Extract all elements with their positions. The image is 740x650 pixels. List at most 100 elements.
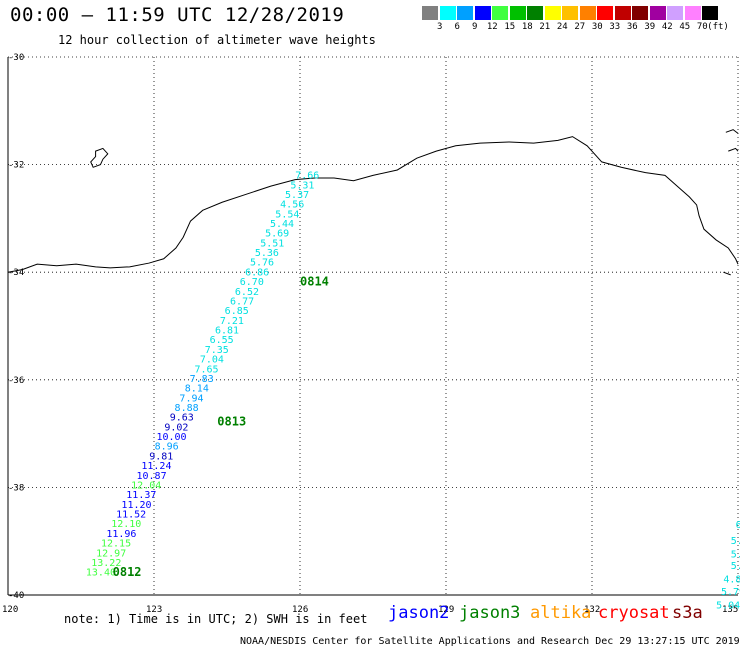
time-label: 0814 [300,275,329,289]
lat-tick-label: -38 [8,483,24,493]
legend-swatch [702,6,718,20]
legend-swatch [597,6,613,20]
lat-tick-label: -34 [8,268,24,278]
legend-unit: (ft) [707,22,729,32]
swh-value-label: 5.37 [285,190,309,201]
swh-value-label: 6.52 [235,287,259,298]
legend-tick-label: 21 [539,22,551,32]
swh-value-label: 8.14 [185,384,209,395]
swh-value-label: 6.85 [225,306,249,317]
swh-value-label: 7.21 [220,316,244,327]
lon-tick-label: 120 [2,605,18,615]
swh-value-label: 12.10 [111,519,141,530]
satellite-name-cryosat: cryosat [598,603,670,623]
swh-value-label: 12.15 [101,539,131,550]
footer-credit: NOAA/NESDIS Center for Satellite Applica… [240,636,740,647]
swh-value-label: 7.66 [295,171,319,182]
lon-tick-label: 126 [292,605,308,615]
swh-value-label: 5. [731,536,740,547]
satellite-name-jason3: jason3 [459,603,521,623]
swh-value-label: 6.55 [210,335,234,346]
legend-tick-label: 36 [626,22,638,32]
legend-tick-label: 9 [472,22,478,32]
swh-value-label: 9.02 [164,422,188,433]
lat-tick-label: -40 [8,591,24,601]
legend-swatch [649,6,666,20]
legend-swatch [439,6,456,20]
satellite-name-s3a: s3a [672,603,703,623]
island-outline [90,147,109,168]
swh-value-label: 11.96 [106,529,136,540]
satellite-name-jason2: jason2 [388,603,450,623]
swh-value-label: 6.77 [230,296,254,307]
swh-value-label: 7.35 [205,345,229,356]
legend-tick-label: 30 [591,22,603,32]
lon-tick-label: 132 [584,605,600,615]
swh-value-label: 5. [731,549,740,560]
legend-swatch [562,6,578,20]
lat-tick-label: -32 [8,161,24,171]
swh-value-label: 6.86 [245,267,269,278]
swh-value-label: 7.94 [179,393,203,404]
legend-swatch [614,6,631,20]
swh-value-label: 12.04 [131,480,161,491]
island-outline [728,147,739,152]
swh-value-label: 11.52 [116,510,146,521]
swh-value-label: 6.70 [240,277,264,288]
swh-value-label: 10.87 [137,471,167,482]
map-subtitle: 12 hour collection of altimeter wave hei… [58,33,376,47]
legend-swatch [509,6,526,20]
legend-tick-label: 33 [609,22,621,32]
lon-tick-label: 129 [438,605,454,615]
lon-tick-label: 123 [146,605,162,615]
legend-tick-label: 39 [644,22,656,32]
legend-tick-label: 27 [574,22,586,32]
island-outline [723,271,731,276]
swh-value-label: 5.36 [255,248,279,259]
coastline [7,136,739,273]
swh-value-label: 5. [731,561,740,572]
time-label: 0812 [113,565,142,579]
legend-tick-label: 6 [454,22,460,32]
swh-value-label: 5.76 [250,258,274,269]
swh-value-label: 8.96 [155,442,179,453]
legend-swatch [527,6,543,20]
swh-value-label: 4.8 [723,575,740,586]
map-title: 00:00 – 11:59 UTC 12/28/2019 [10,4,345,26]
lat-tick-label: -36 [8,376,24,386]
swh-value-label: 4.56 [280,200,304,211]
swh-value-label: 6.81 [215,326,239,337]
island-outline [725,129,739,134]
legend-swatch [632,6,648,20]
swh-value-label: 5.51 [260,238,284,249]
legend-tick-label: 42 [661,22,673,32]
swh-value-label: 7.83 [190,374,214,385]
legend-tick-label: 45 [679,22,691,32]
legend-tick-label: 18 [521,22,533,32]
legend-swatch [474,6,491,20]
time-label: 0813 [217,415,246,429]
swh-value-label: 5.44 [270,219,294,230]
footer-note: note: 1) Time is in UTC; 2) SWH is in fe… [64,612,368,626]
swh-value-label: 8.88 [175,403,199,414]
swh-value-label: 9.63 [170,413,194,424]
swh-value-label: 12.97 [96,548,126,559]
legend-tick-label: 24 [556,22,568,32]
swh-value-label: 5.69 [265,229,289,240]
swh-value-label: 7.65 [195,364,219,375]
legend-swatch [667,6,683,20]
legend-tick-label: 12 [486,22,498,32]
swh-value-label: 13.22 [91,558,121,569]
swh-value-label: 11.37 [126,490,156,501]
swh-value-label: 5.54 [275,209,299,220]
swh-value-label: 13.40 [86,568,116,579]
lat-tick-label: -30 [8,53,24,63]
swh-value-label: 5.04 [716,600,740,611]
swh-value-label: 6 [736,520,740,531]
legend-tick-label: 15 [504,22,516,32]
swh-value-label: 11.24 [141,461,171,472]
swh-value-label: 5.31 [290,180,314,191]
legend-swatch [579,6,596,20]
swh-value-label: 11.20 [121,500,151,511]
